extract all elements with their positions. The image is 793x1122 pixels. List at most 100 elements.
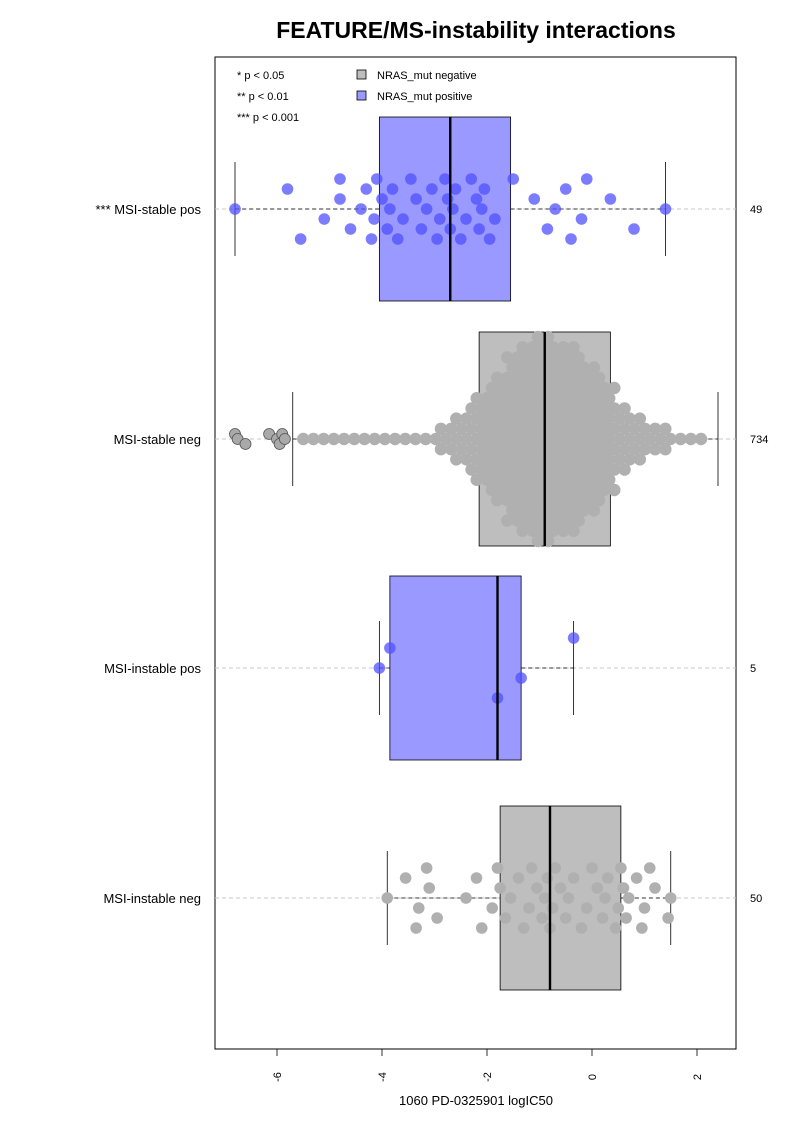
data-point <box>480 473 494 486</box>
data-point <box>370 173 383 185</box>
data-point <box>531 453 545 466</box>
data-point <box>526 483 539 497</box>
data-point <box>536 483 550 497</box>
data-point <box>659 443 672 456</box>
data-point <box>562 432 575 446</box>
data-point <box>620 912 632 924</box>
data-point <box>557 524 570 537</box>
data-point <box>636 922 648 934</box>
data-point <box>431 233 443 245</box>
data-point <box>572 453 585 466</box>
data-point <box>470 412 483 425</box>
data-point <box>582 473 596 486</box>
data-point <box>450 412 463 425</box>
data-point <box>654 432 667 446</box>
x-tick-label: 2 <box>692 1074 704 1080</box>
data-point <box>512 872 525 884</box>
data-point <box>499 912 512 924</box>
data-point <box>473 223 485 235</box>
data-point <box>531 371 545 384</box>
data-point <box>511 351 524 364</box>
data-point <box>597 422 611 435</box>
data-point <box>546 524 560 537</box>
data-point <box>485 443 499 456</box>
data-point <box>506 402 519 415</box>
data-point <box>475 443 488 456</box>
data-point <box>567 524 580 537</box>
data-point <box>582 371 596 384</box>
data-point <box>460 412 473 425</box>
data-point <box>567 361 580 374</box>
data-point <box>334 173 346 185</box>
data-point <box>465 402 478 415</box>
data-point <box>628 443 641 456</box>
data-point <box>572 432 585 446</box>
data-point <box>597 443 611 456</box>
data-point <box>447 203 459 215</box>
data-point <box>604 193 617 205</box>
data-point <box>495 381 509 395</box>
data-point <box>480 392 494 405</box>
medians <box>449 117 552 990</box>
data-point <box>572 371 585 384</box>
data-point <box>455 422 468 435</box>
data-point <box>490 494 504 507</box>
data-point <box>567 504 580 517</box>
data-point <box>460 213 472 225</box>
data-point <box>546 902 559 914</box>
data-point <box>511 494 524 507</box>
data-point <box>521 494 534 507</box>
data-point <box>586 862 598 874</box>
data-point <box>531 514 545 527</box>
data-point <box>523 902 535 914</box>
data-point <box>552 351 565 364</box>
data-point <box>516 361 529 374</box>
data-point <box>409 432 422 446</box>
data-point <box>567 402 580 415</box>
data-point <box>618 402 631 415</box>
group-label: *** MSI-stable pos <box>96 202 202 217</box>
data-point <box>608 443 621 456</box>
data-point <box>603 453 616 466</box>
data-point <box>528 193 541 205</box>
data-point <box>475 402 488 415</box>
data-point <box>577 402 590 415</box>
data-point <box>495 483 509 497</box>
data-point <box>531 392 545 405</box>
data-point <box>460 453 473 466</box>
data-point <box>475 922 488 934</box>
data-point <box>587 381 601 395</box>
data-point <box>490 371 504 384</box>
data-point <box>381 223 394 235</box>
data-point <box>552 392 565 405</box>
data-point <box>597 483 611 497</box>
data-point <box>538 892 551 904</box>
color-legend: NRAS_mut negative NRAS_mut positive <box>356 69 477 103</box>
data-point <box>506 483 519 497</box>
significance-legend: * p < 0.05 ** p < 0.01 *** p < 0.001 <box>237 70 299 124</box>
significance-legend-item: * p < 0.05 <box>237 70 284 82</box>
data-point <box>546 463 560 476</box>
data-point <box>577 381 590 395</box>
data-point <box>587 361 601 374</box>
data-point <box>612 902 625 914</box>
data-point <box>603 432 616 446</box>
data-point <box>559 183 572 195</box>
data-point <box>662 912 674 924</box>
data-point <box>501 371 514 384</box>
data-point <box>582 494 596 507</box>
data-point <box>572 351 585 364</box>
data-point <box>582 412 596 425</box>
data-point <box>521 473 534 486</box>
data-point <box>562 514 575 527</box>
data-point <box>596 912 609 924</box>
data-point <box>441 193 454 205</box>
data-point <box>536 361 550 374</box>
data-point <box>531 534 545 548</box>
data-point <box>506 463 519 476</box>
data-point <box>552 432 565 446</box>
data-point <box>434 443 448 456</box>
data-point <box>373 662 386 674</box>
data-point <box>577 422 590 435</box>
data-point <box>609 922 622 934</box>
